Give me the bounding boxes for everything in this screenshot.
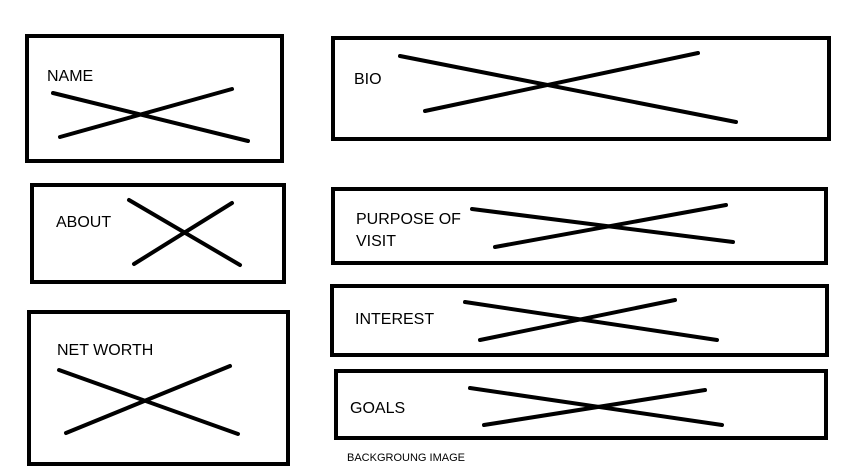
name-box: NAME [25,34,284,163]
background-image-label: BACKGROUNG IMAGE [347,452,465,464]
goals-label: GOALS [350,400,406,417]
goals-box: GOALS [334,369,828,440]
bio-box: BIO [331,36,831,141]
purpose-of-visit-label: PURPOSE OF VISIT [356,211,461,250]
bio-label: BIO [354,71,382,88]
about-box: ABOUT [30,183,286,284]
name-label: NAME [47,68,94,85]
interest-box: INTEREST [330,284,829,357]
about-label: ABOUT [56,214,112,231]
net-worth-label: NET WORTH [57,342,154,359]
interest-label: INTEREST [355,311,435,328]
purpose-of-visit-box: PURPOSE OF VISIT [331,187,828,265]
net-worth-box: NET WORTH [27,310,290,466]
